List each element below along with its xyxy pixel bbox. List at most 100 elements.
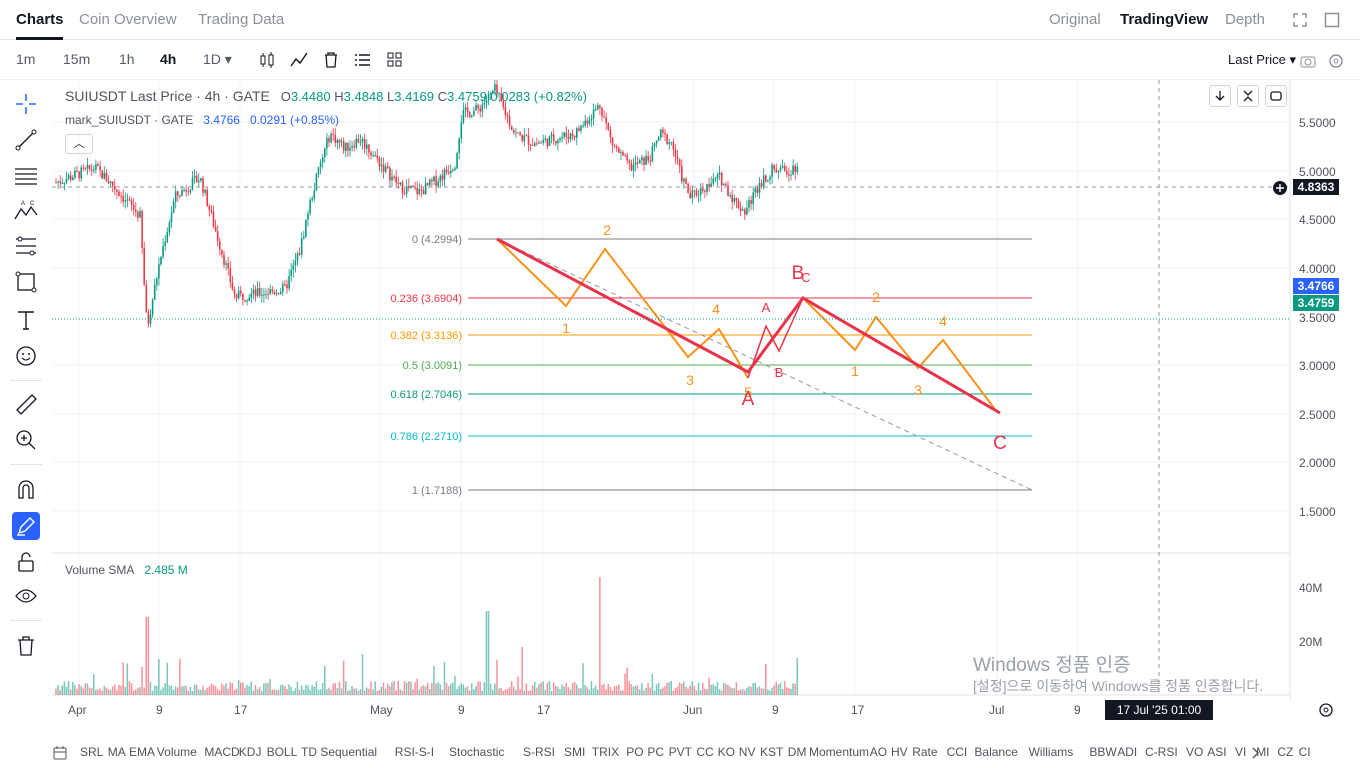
ruler-tool-icon[interactable] bbox=[12, 390, 40, 418]
candle-body bbox=[657, 137, 660, 141]
settings-icon[interactable] bbox=[1327, 52, 1345, 70]
maximize-pane-icon[interactable] bbox=[1265, 85, 1287, 107]
scroll-down-icon[interactable] bbox=[1209, 85, 1231, 107]
collapse-legend-button[interactable]: ︿ bbox=[65, 134, 93, 154]
delete-drawings-icon[interactable] bbox=[12, 632, 40, 660]
indicator-item[interactable]: MACD bbox=[204, 745, 240, 759]
lock-tool-icon[interactable] bbox=[12, 548, 40, 576]
fullscreen-icon[interactable] bbox=[1292, 12, 1308, 28]
indicator-item[interactable]: KDJ bbox=[238, 745, 262, 759]
timeframe-1d-dropdown[interactable]: 1D ▾ bbox=[203, 51, 232, 67]
chart-overlays bbox=[52, 80, 1290, 695]
candle-body bbox=[744, 209, 746, 215]
indicator-item[interactable]: ASI bbox=[1207, 745, 1227, 759]
indicator-item[interactable]: EMA bbox=[129, 745, 156, 759]
indicators-icon[interactable] bbox=[290, 51, 308, 69]
indicator-item[interactable]: VO bbox=[1186, 745, 1204, 759]
indicator-item[interactable]: ADI bbox=[1117, 745, 1138, 759]
window-icon[interactable] bbox=[1324, 12, 1340, 28]
keep-drawing-tool-icon[interactable] bbox=[12, 512, 40, 540]
timeframe-4h[interactable]: 4h bbox=[160, 51, 177, 67]
tab-coin-overview[interactable]: Coin Overview bbox=[79, 11, 177, 28]
tab-charts[interactable]: Charts bbox=[16, 11, 64, 28]
volume-bar bbox=[662, 687, 664, 695]
candle-body bbox=[109, 181, 112, 184]
timeframe-1h[interactable]: 1h bbox=[119, 51, 135, 67]
axis-settings-icon[interactable] bbox=[1318, 702, 1334, 718]
rectangle-tool-icon[interactable] bbox=[12, 268, 40, 296]
indicator-item[interactable]: BBW bbox=[1089, 745, 1117, 759]
add-alert-icon[interactable] bbox=[1271, 179, 1289, 197]
layout-grid-icon[interactable] bbox=[386, 51, 404, 69]
collapse-pane-icon[interactable] bbox=[1237, 85, 1259, 107]
text-tool-icon[interactable] bbox=[12, 306, 40, 334]
indicator-item[interactable]: MI bbox=[1256, 745, 1270, 759]
indicator-item[interactable]: CCI bbox=[946, 745, 968, 759]
indicator-item[interactable]: HV bbox=[891, 745, 908, 759]
indicator-item[interactable]: Stochastic bbox=[449, 745, 505, 759]
view-depth[interactable]: Depth bbox=[1225, 11, 1266, 28]
volume-bar bbox=[408, 681, 410, 695]
indicator-item[interactable]: Volume bbox=[156, 745, 197, 759]
volume-bar bbox=[601, 685, 603, 695]
camera-icon[interactable] bbox=[1299, 52, 1317, 70]
indicator-item[interactable]: NV bbox=[738, 745, 756, 759]
magnet-tool-icon[interactable] bbox=[12, 476, 40, 504]
indicator-item[interactable]: CI bbox=[1298, 745, 1311, 759]
zoom-in-tool-icon[interactable] bbox=[12, 426, 40, 454]
indicator-item[interactable]: Momentum bbox=[809, 745, 870, 759]
indicator-item[interactable]: RSI-S-I bbox=[394, 745, 435, 759]
indicator-item[interactable]: PVT bbox=[668, 745, 692, 759]
indicator-item[interactable]: CZ bbox=[1277, 745, 1294, 759]
indicator-item[interactable]: PO bbox=[626, 745, 644, 759]
indicator-item[interactable]: S-RSI bbox=[523, 745, 556, 759]
chevron-right-icon[interactable] bbox=[1250, 746, 1262, 760]
indicator-item[interactable]: Rate bbox=[912, 745, 938, 759]
indicator-item[interactable]: BOLL bbox=[266, 745, 298, 759]
indicator-item[interactable]: TRIX bbox=[591, 745, 620, 759]
volume-bar bbox=[670, 681, 672, 695]
indicator-item[interactable]: KO bbox=[717, 745, 735, 759]
candle-body bbox=[191, 177, 194, 190]
indicator-item[interactable]: SRL bbox=[80, 745, 104, 759]
volume-bar bbox=[342, 660, 345, 695]
indicator-item[interactable]: KST bbox=[760, 745, 784, 759]
indicator-item[interactable]: DM bbox=[787, 745, 807, 759]
indicator-item[interactable]: PC bbox=[647, 745, 665, 759]
candle-body bbox=[620, 152, 622, 154]
candle-body bbox=[229, 268, 232, 283]
candle-body bbox=[586, 120, 589, 124]
horizontal-lines-tool-icon[interactable] bbox=[12, 162, 40, 190]
price-mode-select[interactable]: Last Price ▾ bbox=[1228, 52, 1296, 67]
indicator-item[interactable]: AO bbox=[869, 745, 888, 759]
indicator-item[interactable]: TD Sequential bbox=[301, 745, 378, 759]
indicator-item[interactable]: C-RSI bbox=[1145, 745, 1178, 759]
indicator-item[interactable]: MA bbox=[107, 745, 126, 759]
timeframe-15m[interactable]: 15m bbox=[63, 51, 91, 67]
indicator-item[interactable]: CC bbox=[696, 745, 714, 759]
view-original[interactable]: Original bbox=[1049, 11, 1101, 28]
emoji-tool-icon[interactable] bbox=[12, 342, 40, 370]
candle-type-icon[interactable] bbox=[258, 51, 276, 69]
fib-tool-icon[interactable] bbox=[12, 232, 40, 260]
view-tradingview[interactable]: TradingView bbox=[1120, 11, 1209, 28]
crosshair-tool-icon[interactable] bbox=[12, 90, 40, 118]
volume-bar bbox=[651, 673, 654, 695]
timeframe-1m[interactable]: 1m bbox=[16, 51, 36, 67]
calendar-icon[interactable] bbox=[52, 745, 68, 761]
indicator-item[interactable]: VI bbox=[1235, 745, 1247, 759]
trendline-tool-icon[interactable] bbox=[12, 126, 40, 154]
volume-bar bbox=[796, 657, 798, 695]
tab-trading-data[interactable]: Trading Data bbox=[198, 11, 285, 28]
candle-body bbox=[313, 190, 316, 199]
visibility-tool-icon[interactable] bbox=[12, 582, 40, 610]
indicator-item[interactable]: Williams bbox=[1028, 745, 1074, 759]
indicator-item[interactable]: Balance bbox=[974, 745, 1018, 759]
indicator-item[interactable]: SMI bbox=[564, 745, 586, 759]
trash-icon[interactable] bbox=[322, 51, 340, 69]
candle-body bbox=[706, 184, 708, 192]
mark-legend: mark_SUIUSDT · GATE 3.4766 0.0291 (+0.85… bbox=[65, 113, 339, 127]
price-chart[interactable]: 0 (4.2994) 0.236 (3.6904) 0.382 (3.3136) 0.… bbox=[52, 80, 1360, 700]
list-icon[interactable] bbox=[354, 51, 372, 69]
